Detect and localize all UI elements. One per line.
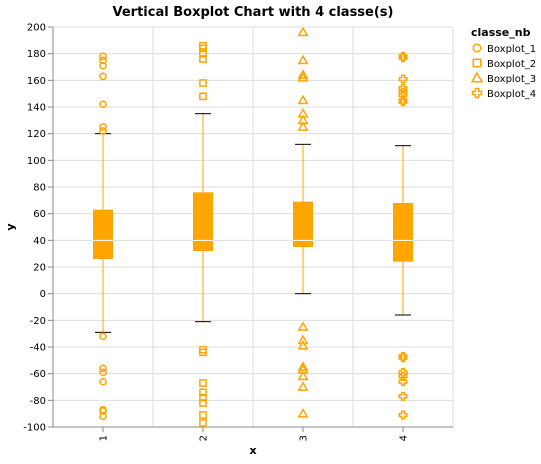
- y-tick-label: 200: [27, 23, 46, 34]
- y-tick-label: 60: [33, 209, 46, 220]
- x-tick-label: 1: [99, 435, 110, 441]
- legend-symbol-square: [473, 59, 480, 66]
- x-tick-label: 4: [399, 435, 410, 441]
- outlier-point: [200, 420, 206, 426]
- legend-title: classe_nb: [471, 26, 531, 39]
- outlier-point: [399, 393, 407, 401]
- legend: classe_nb Boxplot_1 Boxplot_2 Boxplot_3 Box…: [471, 26, 536, 100]
- x-tick-label: 3: [299, 435, 310, 441]
- y-tick-label: -40: [30, 343, 46, 354]
- outlier-point: [100, 369, 106, 375]
- y-axis-title: y: [4, 223, 17, 230]
- y-tick-label: 0: [40, 289, 46, 300]
- legend-symbol-triangle: [472, 73, 482, 82]
- outlier-point: [299, 409, 307, 416]
- legend-label: Boxplot_2: [487, 59, 536, 70]
- outlier-point: [299, 28, 307, 35]
- boxplot-4: [393, 53, 413, 419]
- y-tick-label: -100: [23, 423, 46, 434]
- y-tick-label: 160: [27, 76, 46, 87]
- iqr-box: [393, 203, 413, 262]
- legend-label: Boxplot_4: [487, 89, 536, 100]
- outlier-point: [100, 379, 106, 385]
- outlier-point: [100, 73, 106, 79]
- y-tick-label: 100: [27, 156, 46, 167]
- outlier-point: [200, 93, 206, 99]
- y-tick-label: -80: [30, 396, 46, 407]
- outlier-point: [299, 56, 307, 63]
- outlier-point: [399, 75, 407, 83]
- y-tick-label: 120: [27, 129, 46, 140]
- y-tick-label: 80: [33, 183, 46, 194]
- boxplot-1: [93, 53, 113, 419]
- y-tick-label: 20: [33, 263, 46, 274]
- legend-symbol-circle: [473, 44, 480, 51]
- outlier-point: [399, 411, 407, 419]
- y-tick-label: 40: [33, 236, 46, 247]
- outlier-point: [100, 333, 106, 339]
- axis-layer: -100 -80 -60 -40 -20 0 20 40 60 80 100 120 140 160 180…: [23, 23, 453, 442]
- iqr-box: [193, 192, 213, 251]
- legend-symbol-cross: [473, 89, 482, 98]
- outlier-point: [299, 96, 307, 103]
- outlier-point: [200, 380, 206, 386]
- outlier-point: [299, 323, 307, 330]
- outlier-point: [200, 412, 206, 418]
- boxplot-2: [193, 43, 213, 427]
- x-tick-label: 2: [199, 435, 210, 441]
- legend-label: Boxplot_3: [487, 74, 536, 85]
- iqr-box: [93, 210, 113, 259]
- outlier-point: [299, 383, 307, 390]
- y-tick-label: -60: [30, 369, 46, 380]
- chart-title: Vertical Boxplot Chart with 4 classe(s): [113, 5, 394, 20]
- x-axis-title: x: [249, 444, 256, 457]
- outlier-point: [399, 378, 407, 386]
- boxplot-3: [293, 28, 313, 417]
- legend-label: Boxplot_1: [487, 44, 536, 55]
- y-tick-label: -20: [30, 316, 46, 327]
- y-tick-label: 140: [27, 103, 46, 114]
- y-tick-label: 180: [27, 49, 46, 60]
